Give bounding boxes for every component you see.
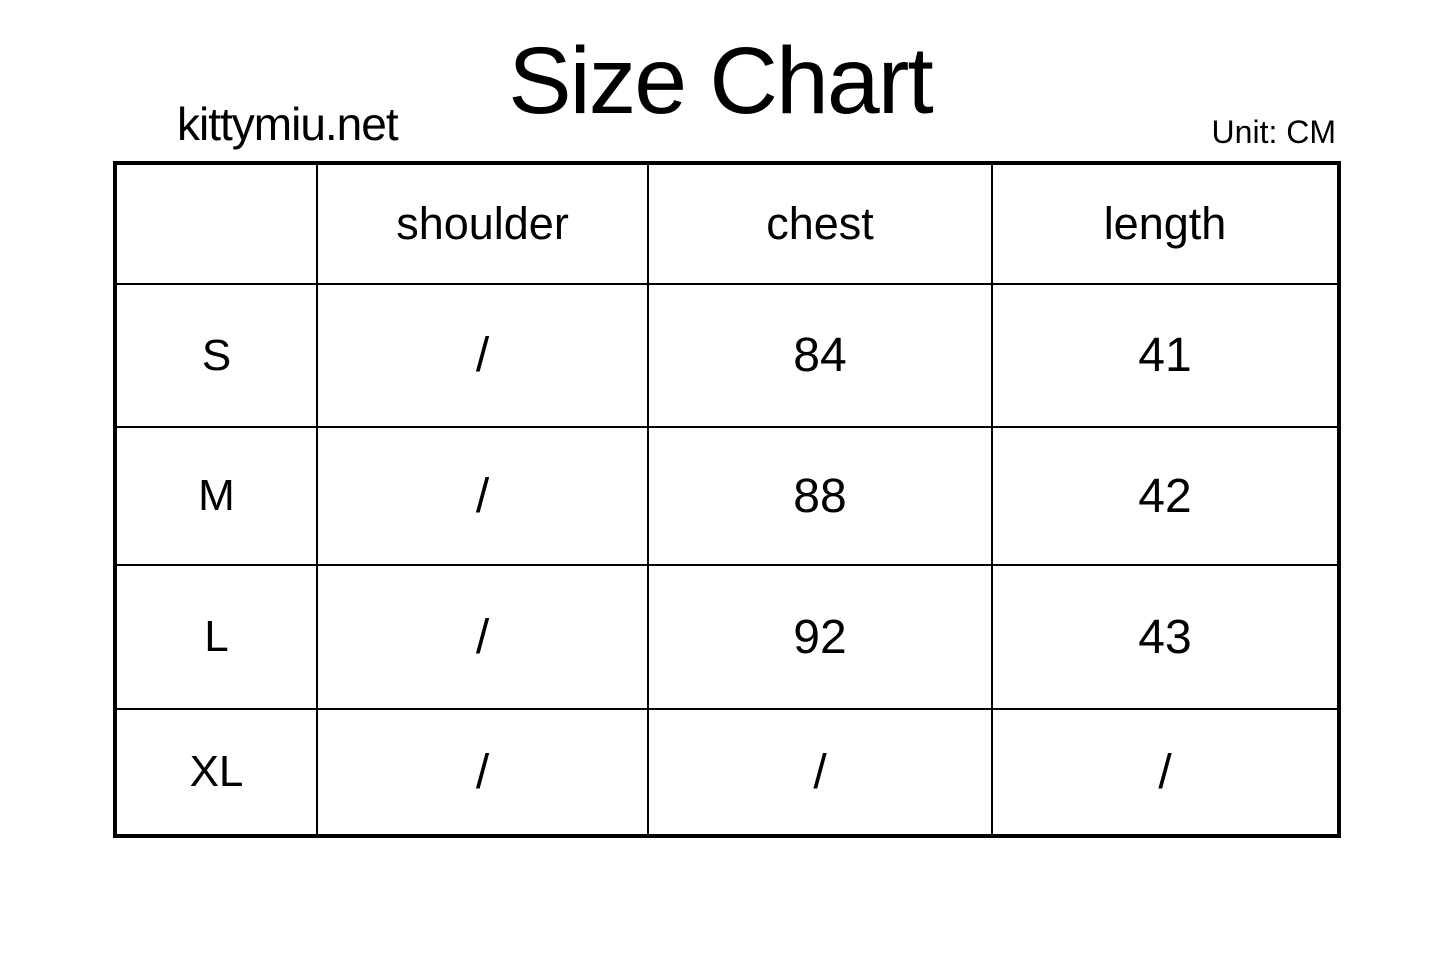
site-watermark: kittymiu.net — [177, 98, 399, 150]
unit-label: Unit: CM — [1211, 114, 1336, 150]
table-row-s: S / 84 41 — [114, 283, 1340, 428]
chest-value-cell: / — [647, 708, 993, 837]
size-label-cell: XL — [114, 708, 318, 837]
header-cell-chest: chest — [647, 162, 993, 285]
shoulder-value-cell: / — [316, 564, 649, 710]
table-row-l: L / 92 43 — [114, 564, 1340, 710]
shoulder-value-cell: / — [316, 708, 649, 837]
header-cell-shoulder: shoulder — [316, 162, 649, 285]
table-row-xl: XL / / / — [114, 708, 1340, 837]
length-value-cell: 43 — [991, 564, 1340, 710]
table-header-row: shoulder chest length — [114, 162, 1340, 285]
chest-value-cell: 88 — [647, 426, 993, 566]
size-table: shoulder chest length S / 84 41 M / 88 4… — [113, 161, 1341, 838]
size-label-cell: L — [114, 564, 318, 710]
shoulder-value-cell: / — [316, 283, 649, 428]
table-row-m: M / 88 42 — [114, 426, 1340, 566]
chest-value-cell: 92 — [647, 564, 993, 710]
size-label-cell: S — [114, 283, 318, 428]
header-cell-size — [114, 162, 318, 285]
page-title: Size Chart — [508, 28, 934, 134]
size-label-cell: M — [114, 426, 318, 566]
shoulder-value-cell: / — [316, 426, 649, 566]
length-value-cell: 41 — [991, 283, 1340, 428]
length-value-cell: 42 — [991, 426, 1340, 566]
header-cell-length: length — [991, 162, 1340, 285]
length-value-cell: / — [991, 708, 1340, 837]
chest-value-cell: 84 — [647, 283, 993, 428]
